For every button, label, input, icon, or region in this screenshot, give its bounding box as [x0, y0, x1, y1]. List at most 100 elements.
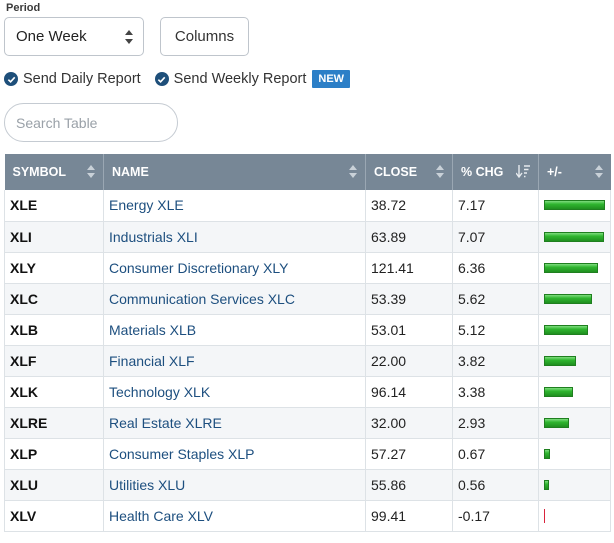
name-link[interactable]: Consumer Discretionary XLY: [103, 252, 366, 284]
pct-change-cell: -0.17: [452, 500, 539, 532]
name-link[interactable]: Utilities XLU: [103, 469, 366, 501]
change-bar: [544, 200, 605, 210]
close-cell: 63.89: [365, 221, 453, 253]
table-row[interactable]: XLK Technology XLK 96.14 3.38: [4, 376, 611, 408]
change-bar: [544, 262, 598, 273]
change-bar-cell: [538, 376, 611, 408]
checkmark-icon: [154, 72, 169, 86]
pct-change-cell: 7.07: [452, 221, 539, 253]
change-bar-cell: [538, 438, 611, 470]
change-bar-cell: [538, 190, 611, 222]
name-link[interactable]: Industrials XLI: [103, 221, 366, 253]
change-bar-cell: [538, 314, 611, 346]
table-row[interactable]: XLRE Real Estate XLRE 32.00 2.93: [4, 407, 611, 439]
close-cell: 22.00: [365, 345, 453, 377]
select-updown-icon: [124, 29, 134, 45]
sort-icon: [594, 165, 603, 181]
pct-change-cell: 5.12: [452, 314, 539, 346]
table-row[interactable]: XLY Consumer Discretionary XLY 121.41 6.36: [4, 252, 611, 284]
send-weekly-report-label: Send Weekly Report: [173, 71, 307, 87]
table-header-row: SYMBOL NAME CLOSE % CHG +/-: [4, 154, 611, 190]
name-link[interactable]: Technology XLK: [103, 376, 366, 408]
change-bar-cell: [538, 345, 611, 377]
close-cell: 32.00: [365, 407, 453, 439]
search-table-input[interactable]: [4, 103, 178, 142]
change-bar: [544, 324, 588, 335]
name-link[interactable]: Materials XLB: [103, 314, 366, 346]
change-bar-cell: [538, 221, 611, 253]
sector-table: SYMBOL NAME CLOSE % CHG +/- XLE Energy XL…: [4, 154, 611, 532]
pct-change-cell: 6.36: [452, 252, 539, 284]
sort-icon: [87, 165, 95, 181]
table-row[interactable]: XLB Materials XLB 53.01 5.12: [4, 314, 611, 346]
pct-change-cell: 2.93: [452, 407, 539, 439]
column-header-pct-change[interactable]: % CHG: [452, 154, 539, 190]
sort-descending-icon: [515, 165, 530, 181]
close-cell: 53.39: [365, 283, 453, 315]
period-label: Period: [6, 2, 41, 14]
period-select[interactable]: One Week: [4, 17, 144, 56]
send-daily-report-label: Send Daily Report: [23, 71, 141, 87]
name-link[interactable]: Health Care XLV: [103, 500, 366, 532]
symbol-cell: XLI: [4, 221, 104, 253]
pct-change-cell: 3.82: [452, 345, 539, 377]
close-cell: 99.41: [365, 500, 453, 532]
change-bar-cell: [538, 283, 611, 315]
symbol-cell: XLV: [4, 500, 104, 532]
sort-icon: [349, 165, 357, 181]
table-row[interactable]: XLF Financial XLF 22.00 3.82: [4, 345, 611, 377]
change-bar: [544, 479, 549, 490]
close-cell: 121.41: [365, 252, 453, 284]
checkmark-icon: [4, 72, 18, 86]
close-cell: 55.86: [365, 469, 453, 501]
symbol-cell: XLU: [4, 469, 104, 501]
table-row[interactable]: XLP Consumer Staples XLP 57.27 0.67: [4, 438, 611, 470]
close-cell: 38.72: [365, 190, 453, 222]
symbol-cell: XLB: [4, 314, 104, 346]
change-bar-cell: [538, 469, 611, 501]
table-row[interactable]: XLV Health Care XLV 99.41 -0.17: [4, 500, 611, 532]
name-link[interactable]: Energy XLE: [103, 190, 366, 222]
name-link[interactable]: Consumer Staples XLP: [103, 438, 366, 470]
change-bar: [544, 355, 576, 366]
symbol-cell: XLE: [4, 190, 104, 222]
change-bar-cell: [538, 500, 611, 532]
symbol-cell: XLY: [4, 252, 104, 284]
name-link[interactable]: Financial XLF: [103, 345, 366, 377]
table-row[interactable]: XLU Utilities XLU 55.86 0.56: [4, 469, 611, 501]
name-link[interactable]: Real Estate XLRE: [103, 407, 366, 439]
pct-change-cell: 3.38: [452, 376, 539, 408]
name-link[interactable]: Communication Services XLC: [103, 283, 366, 315]
symbol-cell: XLC: [4, 283, 104, 315]
change-bar: [544, 231, 604, 242]
pct-change-cell: 7.17: [452, 190, 539, 222]
change-bar-cell: [538, 407, 611, 439]
pct-change-cell: 0.56: [452, 469, 539, 501]
send-weekly-report-checkbox[interactable]: Send Weekly Report: [154, 71, 307, 87]
new-badge: NEW: [312, 70, 351, 88]
change-bar-cell: [538, 252, 611, 284]
table-row[interactable]: XLC Communication Services XLC 53.39 5.62: [4, 283, 611, 315]
column-header-close[interactable]: CLOSE: [365, 154, 453, 190]
table-row[interactable]: XLI Industrials XLI 63.89 7.07: [4, 221, 611, 253]
change-bar: [544, 448, 550, 459]
columns-button[interactable]: Columns: [160, 17, 249, 56]
change-bar: [544, 293, 592, 304]
change-bar: [544, 508, 545, 523]
change-bar: [544, 417, 569, 428]
column-header-name[interactable]: NAME: [103, 154, 366, 190]
column-header-symbol[interactable]: SYMBOL: [4, 154, 104, 190]
symbol-cell: XLRE: [4, 407, 104, 439]
sort-icon: [436, 165, 444, 181]
close-cell: 57.27: [365, 438, 453, 470]
column-header-change-bar[interactable]: +/-: [538, 154, 611, 190]
send-daily-report-checkbox[interactable]: Send Daily Report: [4, 71, 141, 87]
symbol-cell: XLP: [4, 438, 104, 470]
change-bar: [544, 386, 573, 397]
table-row[interactable]: XLE Energy XLE 38.72 7.17: [4, 190, 611, 222]
close-cell: 96.14: [365, 376, 453, 408]
pct-change-cell: 0.67: [452, 438, 539, 470]
close-cell: 53.01: [365, 314, 453, 346]
pct-change-cell: 5.62: [452, 283, 539, 315]
symbol-cell: XLK: [4, 376, 104, 408]
